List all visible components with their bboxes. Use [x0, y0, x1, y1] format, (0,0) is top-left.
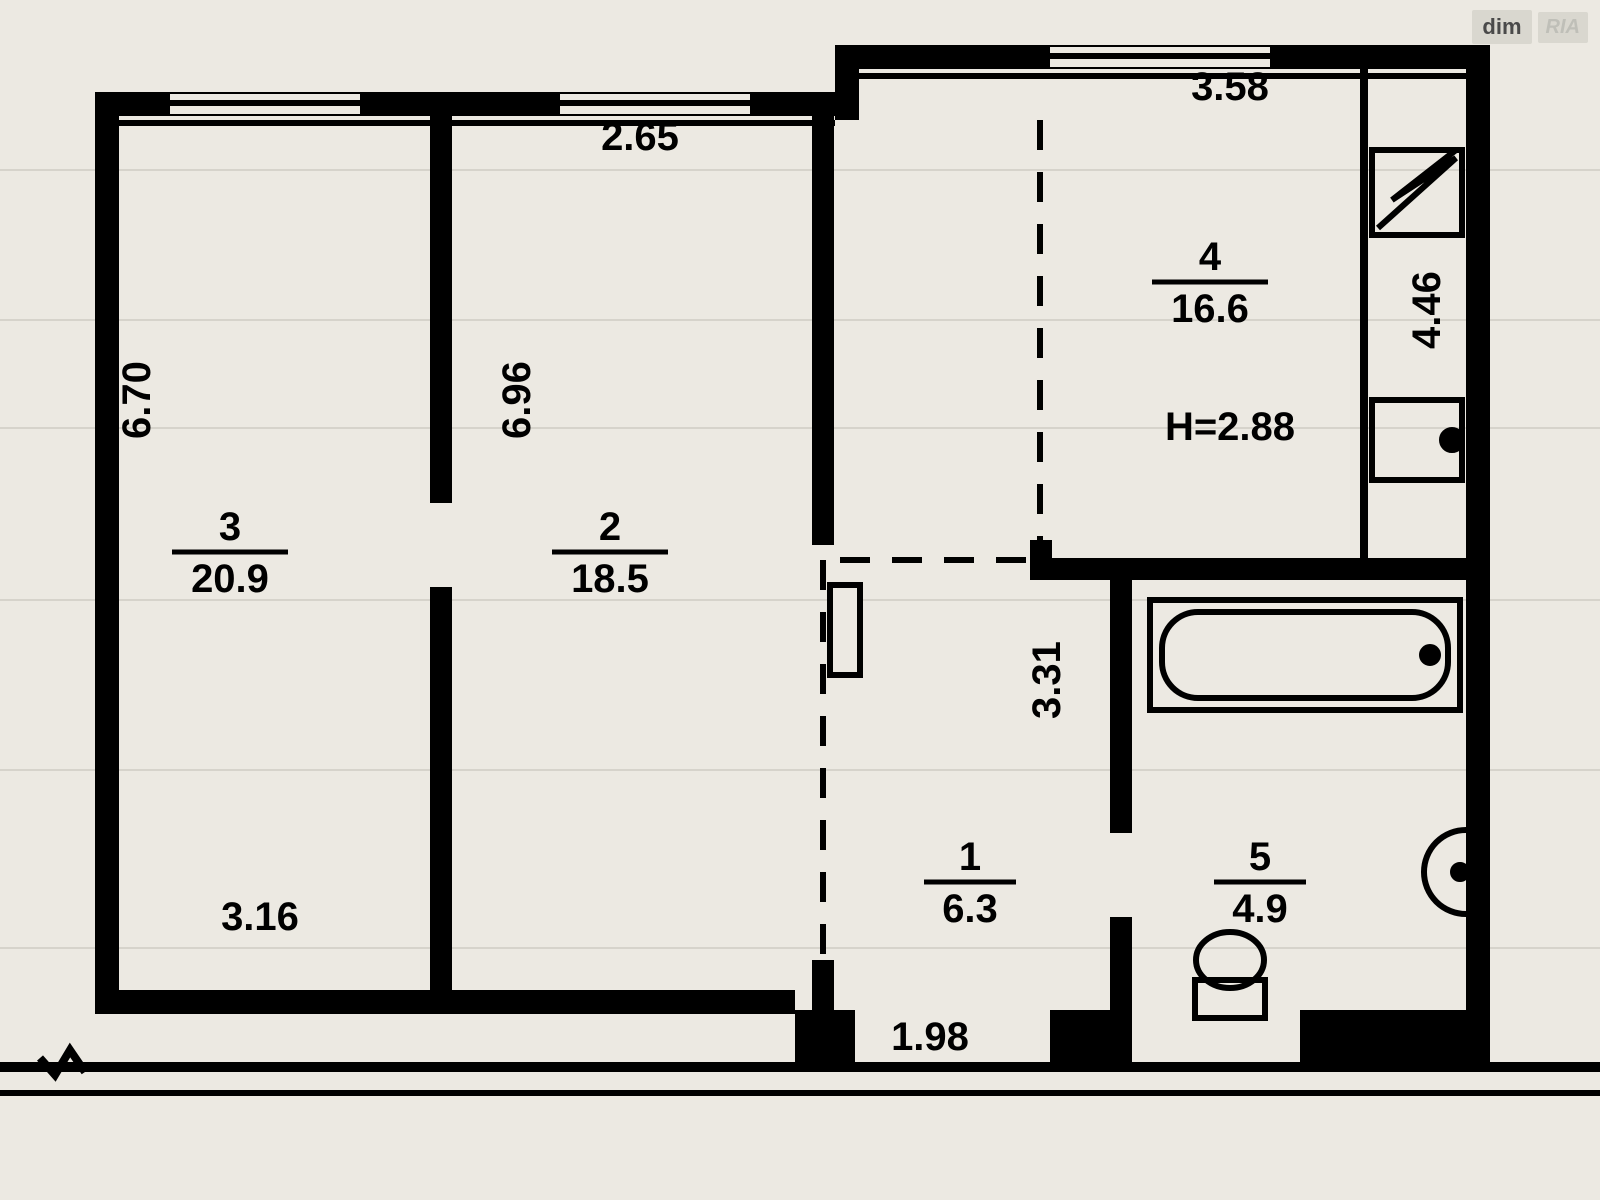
room-area: 18.5 — [571, 557, 649, 601]
dimension-label: 6.96 — [495, 361, 539, 439]
dimension-label: 6.70 — [115, 361, 159, 439]
dimension-label: 3.16 — [221, 895, 299, 939]
room-number: 3 — [219, 505, 241, 549]
room-number: 2 — [599, 505, 621, 549]
room-number: 1 — [959, 835, 981, 879]
dimension-label: 2.65 — [601, 115, 679, 159]
misc-labels: H=2.88 — [1165, 405, 1295, 449]
floorplan-canvas: 1 6.3 2 18.5 3 20.9 4 16.6 5 4.9 3.58 2.65 6.70 6.96… — [0, 0, 1600, 1200]
dimension-label: 1.98 — [891, 1015, 969, 1059]
room-number: 4 — [1199, 235, 1222, 279]
room-area: 16.6 — [1171, 287, 1249, 331]
floorplan-svg: 1 6.3 2 18.5 3 20.9 4 16.6 5 4.9 3.58 2.65 6.70 6.96… — [0, 0, 1600, 1200]
ceiling-height-label: H=2.88 — [1165, 405, 1295, 449]
room-area: 4.9 — [1232, 887, 1288, 931]
watermark-ria: RIA — [1538, 12, 1588, 43]
watermark-dim: dim — [1472, 10, 1531, 44]
dimension-label: 4.46 — [1405, 271, 1449, 349]
dimension-label: 3.58 — [1191, 65, 1269, 109]
dimension-label: 3.31 — [1025, 641, 1069, 719]
room-number: 5 — [1249, 835, 1271, 879]
watermark: dim RIA — [1472, 10, 1588, 44]
room-area: 6.3 — [942, 887, 998, 931]
room-area: 20.9 — [191, 557, 269, 601]
